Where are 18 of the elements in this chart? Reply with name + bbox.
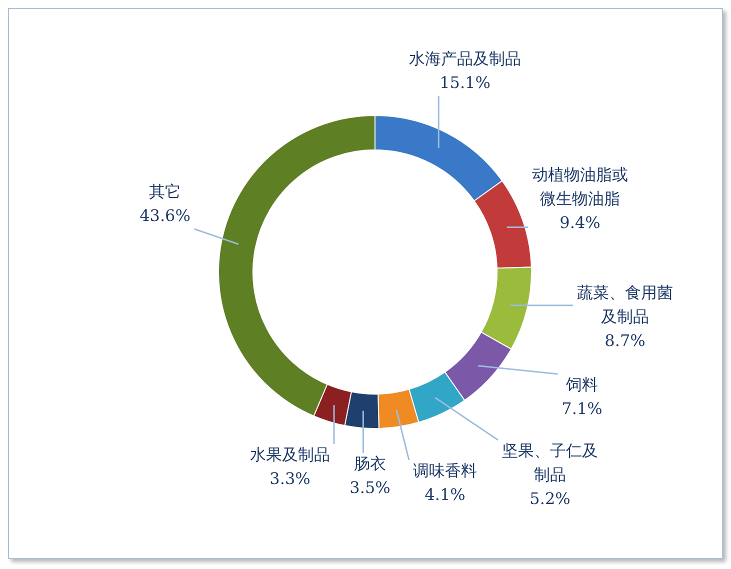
slice-label: 水海产品及制品: [409, 49, 521, 68]
data-label: 43.6%: [140, 206, 190, 226]
data-label: 15.1%: [440, 73, 490, 92]
slice-label: 饲料: [565, 375, 598, 394]
slice-label: 其它: [149, 182, 181, 202]
slice-label: 肠衣: [354, 454, 386, 474]
data-label: 8.7%: [604, 331, 646, 350]
data-label: 9.4%: [560, 213, 600, 232]
slice-label: 调味香料: [413, 461, 477, 480]
data-label: 3.3%: [270, 469, 310, 488]
slice-label: 水果及制品: [250, 445, 330, 464]
data-label: 5.2%: [530, 489, 570, 508]
data-label: 4.1%: [424, 485, 466, 504]
slice-label: 蔬菜、食用菌及制品: [577, 283, 673, 326]
data-label: 7.1%: [562, 399, 602, 418]
slice-label: 坚果、子仁及制品: [502, 441, 598, 484]
data-label: 3.5%: [350, 478, 390, 498]
slice-label: 动植物油脂或微生物油脂: [532, 165, 628, 208]
